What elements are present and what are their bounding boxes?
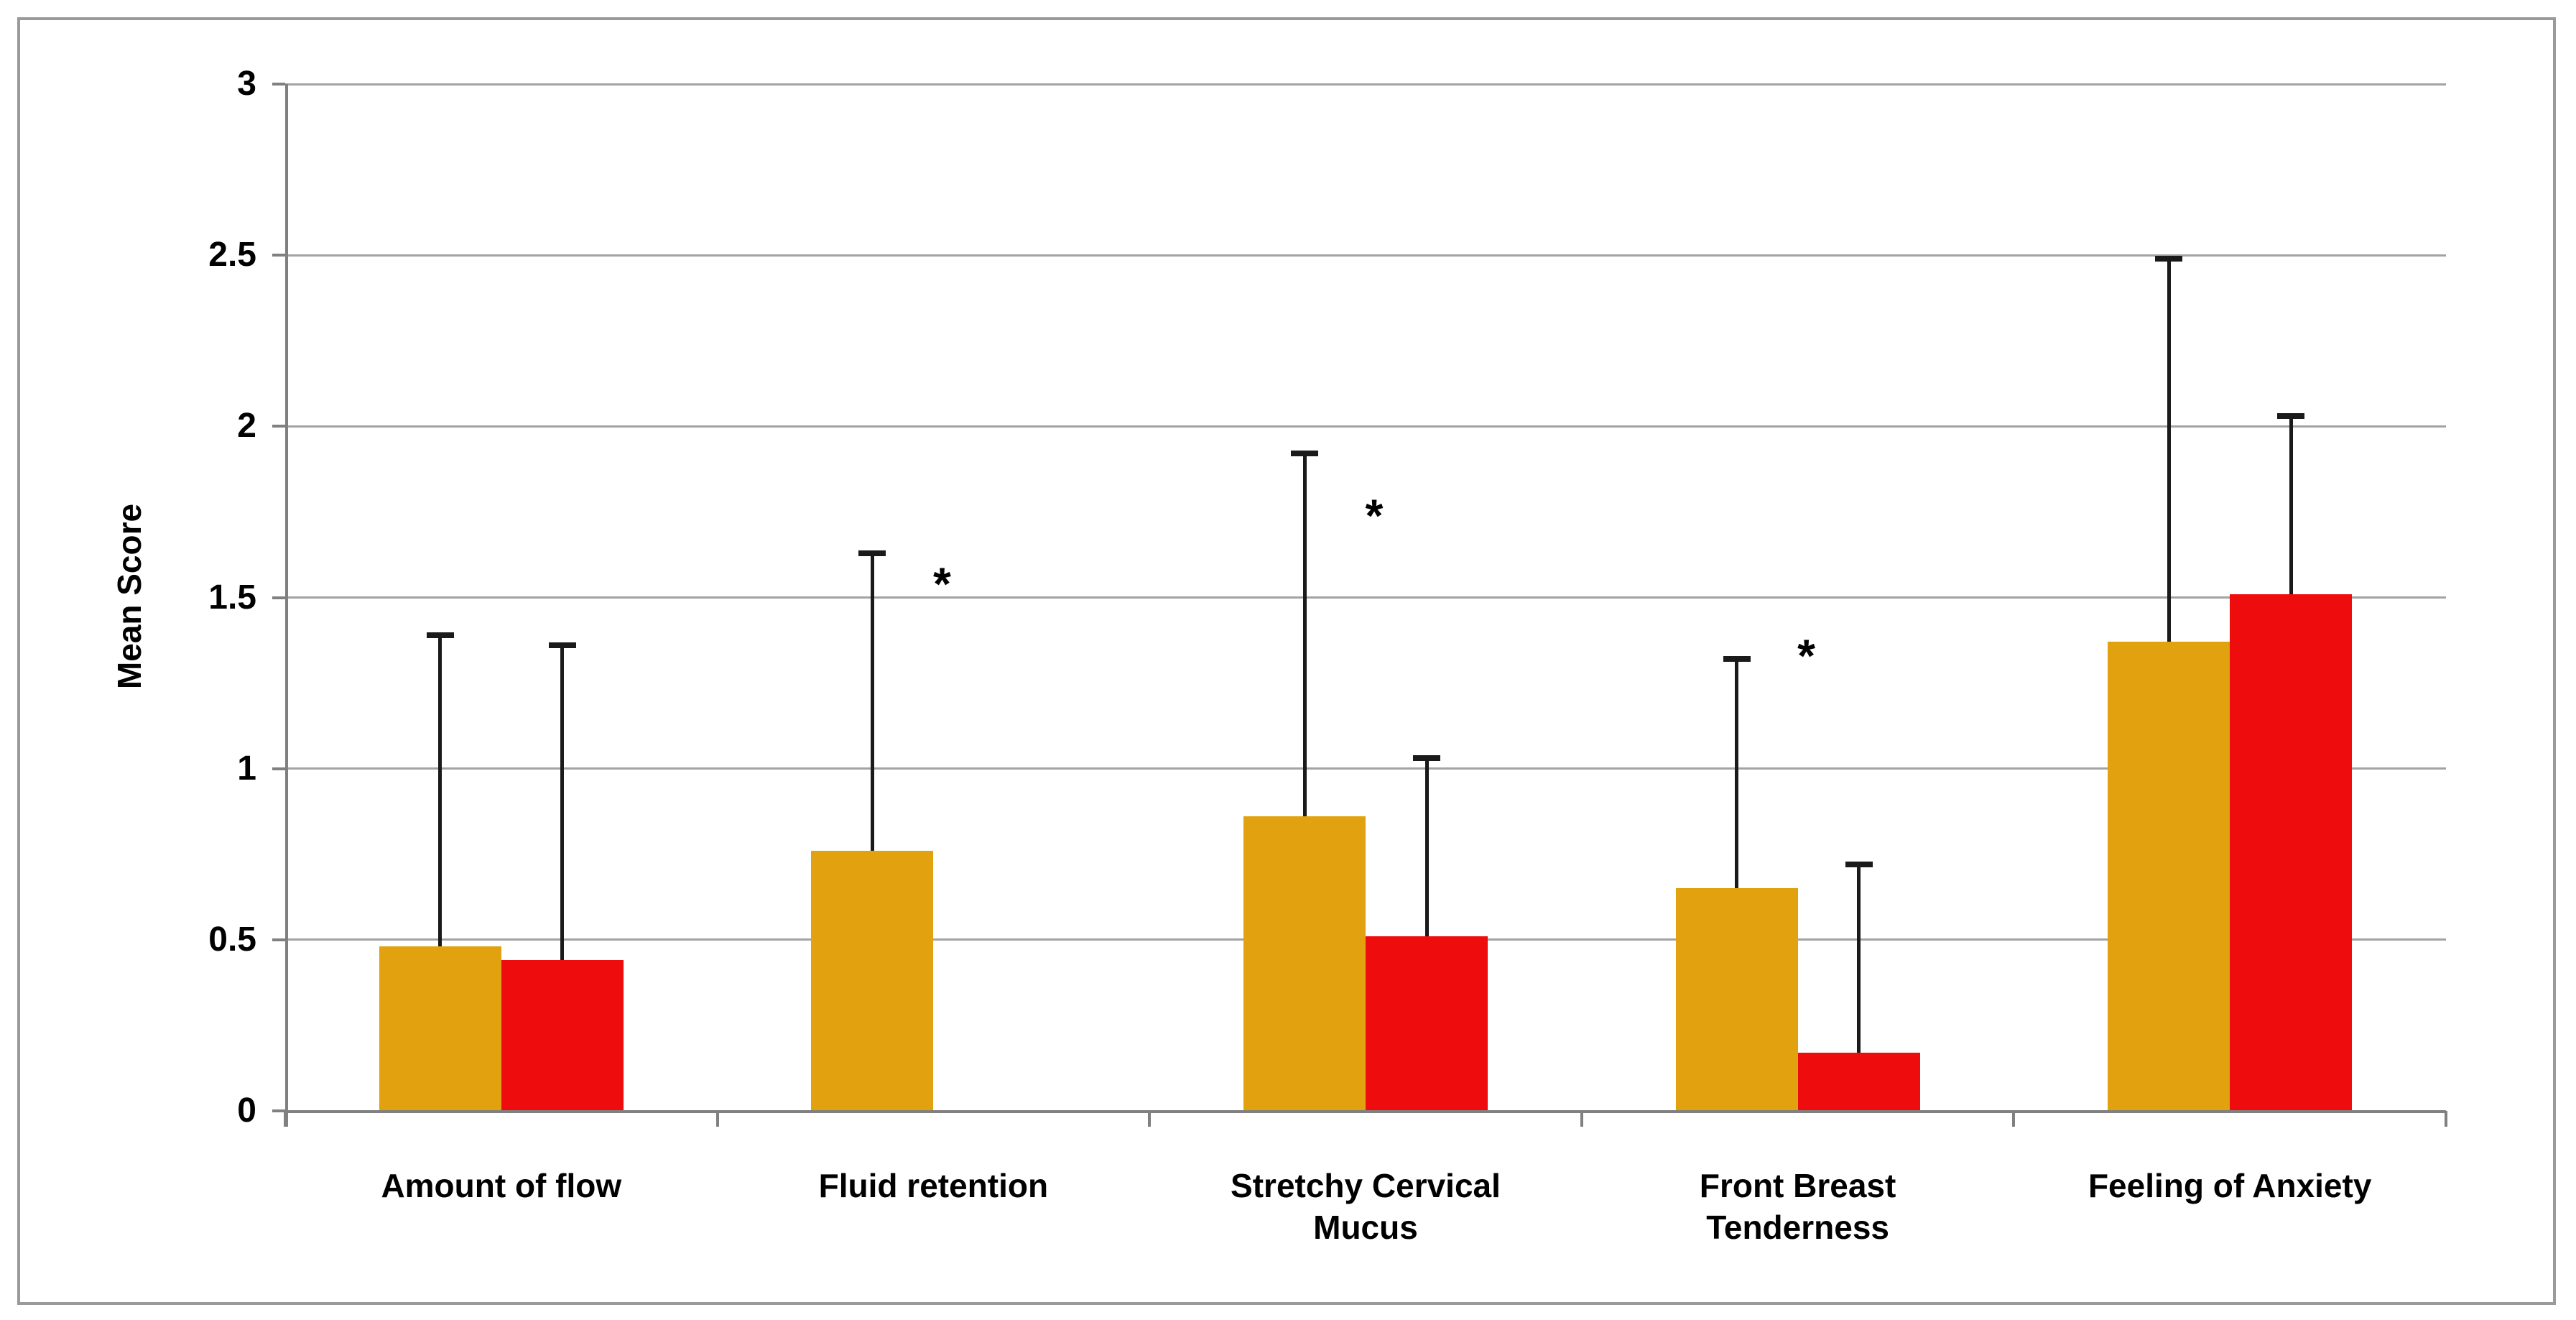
y-axis-tick: [272, 83, 285, 86]
figure-border: [17, 17, 2556, 1305]
category-label: Stretchy Cervical Mucus: [1231, 1167, 1501, 1246]
error-whisker-cap: [2277, 413, 2305, 420]
y-tick-label: 3: [237, 65, 256, 103]
y-tick-label: 1: [237, 749, 256, 788]
error-whisker: [870, 553, 874, 851]
error-whisker-cap: [548, 642, 576, 649]
significance-asterisk: *: [932, 558, 951, 610]
bar-gold: [1243, 816, 1366, 1111]
significance-asterisk: *: [1797, 629, 1816, 682]
x-axis-tick: [1580, 1111, 1583, 1127]
bar-red: [1366, 936, 1488, 1111]
bar-gold: [811, 850, 934, 1111]
error-whisker: [1302, 453, 1307, 817]
error-whisker: [1735, 659, 1739, 889]
x-axis-tick: [2012, 1111, 2016, 1127]
error-whisker-cap: [858, 550, 886, 556]
y-axis-tick: [272, 767, 285, 770]
bar-red: [1797, 1053, 1920, 1111]
y-tick-label: 2: [237, 407, 256, 446]
bar-red: [2230, 594, 2353, 1111]
error-whisker-cap: [426, 632, 454, 638]
y-axis-tick: [272, 596, 285, 599]
bar-red: [501, 960, 624, 1111]
x-axis-tick: [1148, 1111, 1152, 1127]
error-whisker: [438, 634, 443, 947]
category-label: Amount of flow: [381, 1167, 622, 1204]
gridline: [285, 83, 2446, 86]
y-tick-label: 2.5: [208, 236, 256, 274]
category-label: Front Breast Tenderness: [1699, 1167, 1896, 1246]
x-axis-tick: [284, 1111, 287, 1127]
y-axis-tick: [272, 1109, 285, 1112]
error-whisker: [560, 645, 565, 961]
y-axis-line: [285, 84, 288, 1127]
gridline: [285, 767, 2446, 770]
y-axis-tick: [272, 938, 285, 941]
category-label: Feeling of Anxiety: [2088, 1167, 2372, 1204]
bar-gold: [2108, 642, 2230, 1111]
category-label: Fluid retention: [818, 1167, 1049, 1204]
y-tick-label: 1.5: [208, 578, 256, 617]
gridline: [285, 254, 2446, 257]
error-whisker-cap: [1291, 451, 1318, 457]
gridline: [285, 425, 2446, 428]
error-whisker-cap: [2155, 255, 2183, 262]
bar-gold: [379, 946, 501, 1111]
error-whisker-cap: [1845, 862, 1873, 868]
error-whisker-cap: [1723, 656, 1751, 663]
error-whisker-cap: [1413, 755, 1440, 762]
y-tick-label: 0.5: [208, 920, 256, 959]
bar-gold: [1675, 888, 1798, 1111]
x-axis-tick: [2445, 1111, 2447, 1127]
error-whisker: [2167, 258, 2171, 642]
y-axis-tick: [272, 254, 285, 257]
error-whisker: [2289, 416, 2293, 594]
gridline: [285, 596, 2446, 599]
significance-asterisk: *: [1365, 489, 1384, 542]
y-axis-tick: [272, 425, 285, 428]
error-whisker: [1857, 864, 1861, 1053]
x-axis-tick: [715, 1111, 719, 1127]
error-whisker: [1424, 758, 1429, 937]
y-tick-label: 0: [237, 1091, 256, 1130]
x-axis-line: [285, 1110, 2446, 1113]
